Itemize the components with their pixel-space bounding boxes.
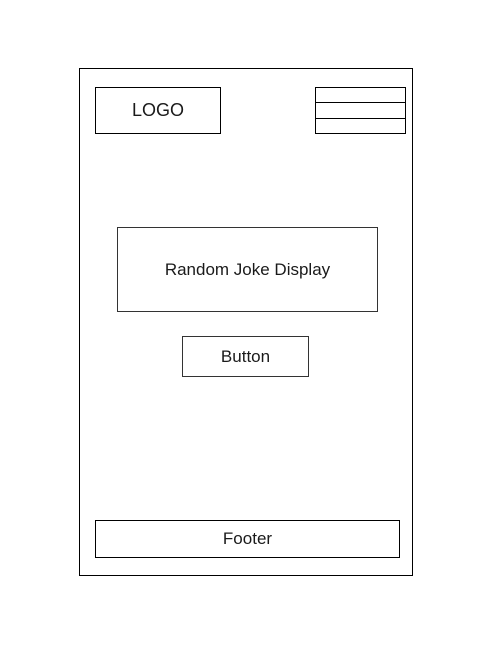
- menu-line: [316, 103, 405, 119]
- hamburger-menu-icon[interactable]: [315, 87, 406, 134]
- menu-line: [316, 119, 405, 133]
- menu-line: [316, 88, 405, 104]
- phone-frame: [79, 68, 413, 576]
- button-label: Button: [220, 346, 271, 366]
- footer-label: Footer: [222, 529, 273, 548]
- logo[interactable]: LOGO: [95, 87, 221, 134]
- logo-label: LOGO: [131, 100, 184, 120]
- joke-display-label: Random Joke Display: [164, 259, 331, 279]
- footer: Footer: [95, 520, 400, 558]
- new-joke-button[interactable]: Button: [182, 336, 309, 377]
- joke-display: Random Joke Display: [117, 227, 378, 312]
